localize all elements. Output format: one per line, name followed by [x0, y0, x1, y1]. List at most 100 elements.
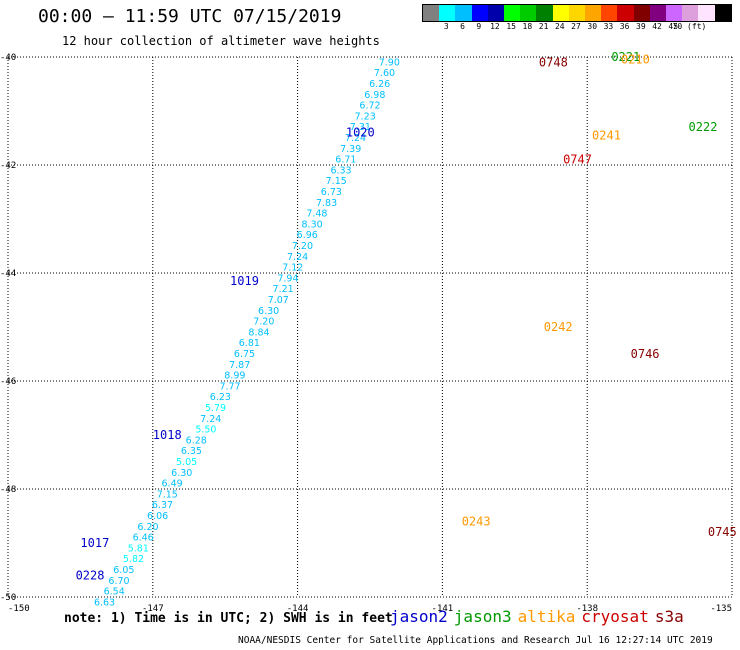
data-label: 7.23: [355, 111, 376, 122]
data-label: 7.39: [340, 144, 361, 155]
y-tick-label: -46: [0, 377, 16, 387]
chart-title: 00:00 – 11:59 UTC 07/15/2019: [38, 6, 342, 27]
legend-label: 3: [443, 22, 449, 31]
legend-swatch: [585, 5, 602, 21]
legend-label: 27: [571, 22, 581, 31]
x-tick-label: -135: [710, 604, 732, 614]
legend-swatch: [649, 5, 667, 21]
satellite-name: cryosat: [581, 607, 649, 626]
time-label: 1018: [153, 428, 182, 442]
data-label: 8.84: [248, 327, 269, 338]
data-label: 8.30: [302, 219, 323, 230]
data-label: 6.35: [181, 446, 202, 457]
credit-line: NOAA/NESDIS Center for Satellite Applica…: [238, 635, 713, 646]
grid-lines: [7, 56, 733, 598]
axis-tick-labels: -40 -42 -44 -46 -48 -50-150 -147 -144 -141 -138 -1…: [0, 53, 732, 614]
legend-swatch: [504, 5, 521, 21]
time-label: 0241: [592, 128, 621, 142]
y-tick-label: -50: [0, 593, 16, 603]
data-label: 7.24: [345, 133, 366, 144]
legend-swatch: [601, 5, 618, 21]
data-label: 7.15: [326, 176, 347, 187]
legend-label: 24: [554, 22, 565, 31]
data-label: 6.71: [335, 155, 356, 166]
data-label: 7.77: [219, 381, 240, 392]
legend-swatch: [617, 5, 634, 21]
x-tick-label: -150: [8, 604, 30, 614]
data-label: 5.79: [205, 403, 226, 414]
legend-label: 39: [636, 22, 646, 31]
legend-label: 33: [603, 22, 614, 31]
time-label: 0745: [708, 525, 737, 539]
time-label: 1019: [230, 274, 259, 288]
time-label: 0222: [689, 120, 718, 134]
data-label: 7.83: [316, 198, 337, 209]
x-tick-label: -144: [287, 604, 309, 614]
data-label: 5.05: [176, 457, 197, 468]
legend-label: 18: [522, 22, 533, 31]
time-label: 0748: [539, 55, 568, 69]
time-label: 1020: [346, 126, 375, 140]
x-tick-label: -138: [576, 604, 598, 614]
data-label: 7.94: [277, 273, 298, 284]
satellite-legend: jason2 jason3 altika cryosat s3a: [390, 607, 690, 626]
data-label: 7.12: [282, 263, 303, 274]
data-label: 7.48: [306, 209, 327, 220]
data-label: 6.98: [364, 90, 385, 101]
time-label: 0228: [76, 568, 105, 582]
data-label: 5.50: [195, 425, 216, 436]
data-label: 8.99: [224, 371, 245, 382]
y-tick-label: -42: [0, 161, 16, 171]
legend-label: 36: [619, 22, 630, 31]
data-label: 6.96: [297, 230, 318, 241]
data-label: 6.46: [133, 533, 154, 544]
data-label: 6.28: [186, 435, 207, 446]
data-label: 6.75: [234, 349, 255, 360]
color-scale-legend: [422, 4, 732, 22]
data-label: 6.81: [239, 338, 260, 349]
legend-swatch: [455, 5, 472, 21]
legend-label: 12: [490, 22, 500, 31]
legend-swatch: [423, 5, 440, 21]
data-label: 6.26: [369, 79, 390, 90]
legend-swatch: [520, 5, 537, 21]
data-label: 7.07: [268, 295, 289, 306]
time-label: 0746: [631, 347, 660, 361]
satellite-name: s3a: [654, 607, 684, 626]
legend-label: 70 (ft): [672, 22, 707, 31]
data-label: 6.05: [113, 565, 134, 576]
data-label: 6.23: [210, 392, 231, 403]
legend-swatch: [552, 5, 569, 21]
data-label: 6.72: [359, 101, 380, 112]
legend-label: 30: [587, 22, 598, 31]
data-label: 7.21: [273, 284, 294, 295]
data-label: 6.70: [108, 576, 129, 587]
time-label: 0242: [544, 320, 573, 334]
legend-swatch: [714, 5, 731, 21]
data-label: 7.87: [229, 360, 250, 371]
data-label: 6.30: [258, 306, 279, 317]
data-label: 6.30: [171, 468, 192, 479]
time-label: 0747: [563, 153, 592, 167]
y-tick-label: -48: [0, 485, 16, 495]
time-label: 0243: [462, 514, 491, 528]
data-label: 7.90: [379, 57, 400, 68]
legend-label: 9: [476, 22, 482, 31]
legend-swatch: [633, 5, 650, 21]
legend-swatch: [682, 5, 699, 21]
data-label: 6.54: [104, 587, 125, 598]
data-label: 5.81: [128, 543, 149, 554]
time-label: 0210: [621, 53, 650, 67]
data-label: 5.82: [123, 554, 144, 565]
x-tick-label: -147: [142, 604, 164, 614]
chart-subtitle: 12 hour collection of altimeter wave hei…: [62, 34, 380, 48]
legend-label: 21: [538, 22, 549, 31]
legend-label: 45: [668, 22, 679, 31]
legend-label: 15: [506, 22, 516, 31]
satellite-name: jason3: [453, 607, 512, 626]
legend-swatch: [698, 5, 715, 21]
time-label: 1017: [80, 536, 109, 550]
data-label: 7.15: [157, 489, 178, 500]
legend-swatch: [439, 5, 456, 21]
